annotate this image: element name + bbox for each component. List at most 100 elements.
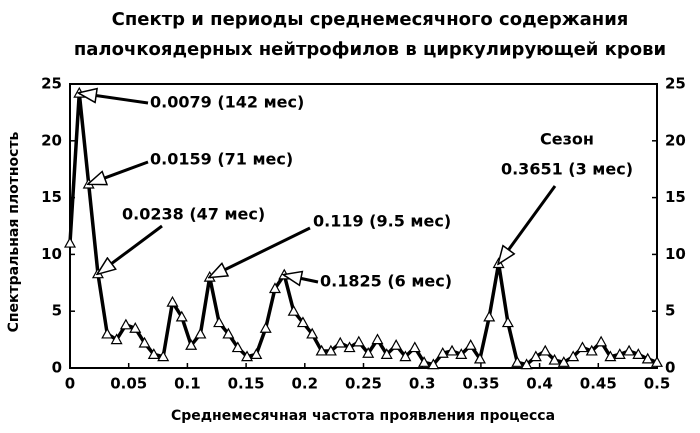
data-point [231,341,244,353]
data-point [166,295,179,307]
data-point [464,339,477,350]
data-point [483,310,496,322]
data-point [650,356,664,367]
data-point [632,348,645,359]
data-point [259,322,272,333]
y-tick-label: 15 [41,188,62,206]
data-point [520,358,533,370]
x-tick-label: 0.35 [462,375,499,393]
data-point [576,341,589,353]
data-point [110,333,123,345]
data-point [446,344,459,356]
data-point [511,356,524,367]
data-point [185,339,198,350]
data-point [641,352,654,364]
data-point [371,333,384,345]
x-tick-label: 0 [65,375,75,393]
data-point [380,348,393,359]
data-point [147,348,160,359]
data-point [213,316,226,328]
chart-title: Спектр и периоды среднемесячного содержа… [112,9,629,30]
data-point [296,316,309,328]
x-tick-label: 0.45 [580,375,617,393]
data-point [604,350,617,362]
data-point [63,236,77,248]
data-point [119,318,132,330]
data-point [623,344,636,356]
data-point [529,350,542,362]
annotation: 0.0159 (71 мес) [150,150,293,169]
data-point [241,350,254,362]
x-axis-label: Среднемесячная частота проявления процес… [171,408,555,424]
y-tick-label: 5 [52,302,62,320]
data-point [315,344,328,356]
y-tick-label: 0 [52,359,62,377]
data-point [250,348,263,359]
data-point [418,356,431,367]
data-point [175,310,188,322]
data-point [268,282,281,294]
data-point [427,358,440,370]
data-point [567,350,580,362]
x-tick-label: 0.4 [526,375,553,393]
annotation-arrow [98,224,163,274]
data-point [138,336,151,348]
data-point [343,341,356,353]
y2-tick-label: 25 [665,75,686,93]
y2-tick-label: 20 [665,131,686,149]
x-tick-label: 0.15 [228,375,265,393]
x-tick-label: 0.1 [174,375,201,393]
annotation: 0.3651 (3 мес) [501,160,633,179]
x-tick-label: 0.05 [110,375,147,393]
data-point [324,344,337,356]
data-point [473,352,486,364]
x-tick-label: 0.3 [409,375,436,393]
data-point [362,346,375,358]
annotation: 0.1825 (6 мес) [320,272,452,291]
annotation-arrow [89,160,149,184]
annotation-arrow [284,275,319,282]
annotation: Сезон [540,130,594,149]
data-point [352,335,365,347]
annotation-arrow [499,185,557,263]
data-line [68,91,658,367]
data-point [129,322,142,333]
data-point [157,350,170,362]
annotation: 0.0079 (142 мес) [150,93,304,112]
data-point [557,356,570,367]
data-point [287,304,300,316]
chart-title: палочкоядерных нейтрофилов в циркулирующ… [74,39,666,60]
data-point [501,316,514,328]
y-tick-label: 20 [41,131,62,149]
x-tick-label: 0.5 [644,375,671,393]
data-point [101,327,114,339]
x-tick-label: 0.25 [345,375,382,393]
annotation-arrow [210,226,311,277]
data-point [408,341,421,353]
y2-tick-label: 5 [665,302,675,320]
data-point [455,348,468,359]
x-tick-label: 0.2 [292,375,319,393]
data-point [390,339,403,350]
data-point [613,348,626,359]
y2-tick-label: 10 [665,245,686,263]
y-tick-label: 25 [41,75,62,93]
data-point [194,327,207,339]
data-point [306,327,319,339]
data-point [334,336,347,348]
data-point [595,335,608,347]
data-point [548,353,561,365]
annotation: 0.0238 (47 мес) [122,205,265,224]
annotation-arrow [79,93,149,105]
data-point [585,344,598,356]
annotation: 0.119 (9.5 мес) [313,212,451,231]
y-axis-label: Спектральная плотность [6,131,22,332]
y-tick-label: 10 [41,245,62,263]
data-point [222,327,235,339]
y2-tick-label: 15 [665,188,686,206]
data-point [539,344,552,356]
y2-tick-label: 0 [665,359,675,377]
data-point [399,350,412,362]
data-point [436,346,449,358]
